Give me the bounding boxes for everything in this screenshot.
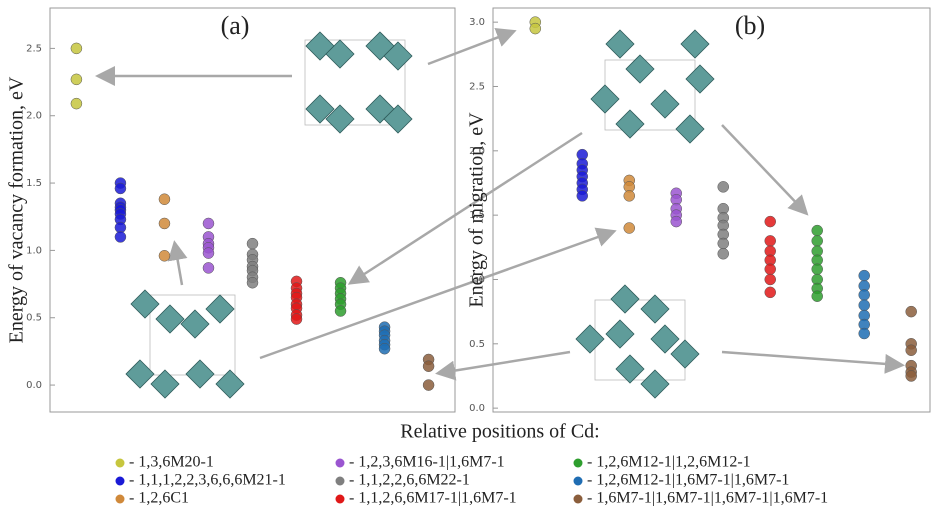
point bbox=[115, 183, 126, 194]
legend-marker bbox=[116, 459, 125, 468]
point bbox=[765, 274, 776, 285]
point bbox=[859, 270, 870, 281]
y-axis-label: Energy of migration, eV bbox=[466, 112, 488, 308]
point bbox=[624, 190, 635, 201]
point bbox=[671, 216, 682, 227]
legend-marker bbox=[336, 477, 345, 486]
point bbox=[812, 235, 823, 246]
point bbox=[203, 218, 214, 229]
plot-frame bbox=[493, 8, 930, 412]
point bbox=[335, 306, 346, 317]
point bbox=[765, 235, 776, 246]
legend-label: - 1,1,1,2,2,3,6,6,6M21-1 bbox=[129, 472, 286, 489]
legend-label: - 1,3,6M20-1 bbox=[129, 454, 214, 471]
point bbox=[906, 306, 917, 317]
point bbox=[859, 289, 870, 300]
point bbox=[812, 291, 823, 302]
point bbox=[812, 264, 823, 275]
point bbox=[859, 328, 870, 339]
point bbox=[906, 370, 917, 381]
point bbox=[859, 300, 870, 311]
point bbox=[718, 248, 729, 259]
legend-marker bbox=[574, 495, 583, 504]
point bbox=[379, 343, 390, 354]
legend-label: - 1,2,6M12-1|1,6M7-1|1,6M7-1 bbox=[587, 472, 789, 489]
legend-title: Relative positions of Cd: bbox=[400, 421, 599, 443]
point bbox=[812, 225, 823, 236]
point bbox=[530, 23, 541, 34]
panel-label: (b) bbox=[735, 11, 765, 40]
point bbox=[247, 238, 258, 249]
y-tick-label: 3.0 bbox=[469, 17, 485, 28]
point bbox=[159, 194, 170, 205]
point bbox=[423, 361, 434, 372]
y-tick-label: 1.0 bbox=[26, 245, 42, 256]
legend-marker bbox=[574, 459, 583, 468]
point bbox=[765, 264, 776, 275]
y-tick-label: 1.5 bbox=[26, 178, 42, 189]
point bbox=[718, 181, 729, 192]
plot-frame bbox=[50, 8, 455, 412]
point bbox=[203, 262, 214, 273]
point bbox=[765, 287, 776, 298]
point bbox=[718, 238, 729, 249]
point bbox=[247, 277, 258, 288]
point bbox=[577, 190, 588, 201]
y-tick-label: 0.0 bbox=[26, 380, 42, 391]
legend-label: - 1,1,2,2,6,6M22-1 bbox=[349, 472, 470, 489]
point bbox=[624, 223, 635, 234]
point bbox=[71, 74, 82, 85]
legend-label: - 1,2,6M12-1|1,2,6M12-1 bbox=[587, 454, 751, 471]
point bbox=[423, 380, 434, 391]
legend-label: - 1,2,3,6M16-1|1,6M7-1 bbox=[349, 454, 505, 471]
y-axis-label: Energy of vacancy formation, eV bbox=[6, 76, 28, 343]
figure: 0.0 0.5 1.0 1.5 2.0 2.5 (a) Energy of vacancy f… bbox=[0, 0, 934, 513]
point bbox=[203, 248, 214, 259]
legend-marker bbox=[336, 459, 345, 468]
y-tick-label: 2.5 bbox=[26, 43, 42, 54]
y-tick-label: 0.5 bbox=[26, 313, 42, 324]
point bbox=[115, 231, 126, 242]
point bbox=[71, 43, 82, 54]
point bbox=[159, 250, 170, 261]
y-tick-label: 2.0 bbox=[26, 111, 42, 122]
point bbox=[291, 314, 302, 325]
point bbox=[765, 216, 776, 227]
legend-marker bbox=[574, 477, 583, 486]
point bbox=[906, 345, 917, 356]
point bbox=[159, 218, 170, 229]
legend-label: - 1,2,6C1 bbox=[129, 490, 189, 507]
structure-illustrations bbox=[126, 30, 714, 398]
y-tick-label: 0.5 bbox=[469, 339, 485, 350]
y-tick-label: 2.5 bbox=[469, 81, 485, 92]
panel-label: (a) bbox=[221, 11, 250, 40]
legend-marker bbox=[336, 495, 345, 504]
legend-label: - 1,1,2,6,6M17-1|1,6M7-1 bbox=[349, 490, 517, 507]
legend-marker bbox=[116, 495, 125, 504]
legend-marker bbox=[116, 477, 125, 486]
legend-label: - 1,6M7-1|1,6M7-1|1,6M7-1|1,6M7-1 bbox=[587, 490, 828, 507]
point bbox=[71, 98, 82, 109]
y-tick-label: 0.0 bbox=[469, 403, 485, 414]
